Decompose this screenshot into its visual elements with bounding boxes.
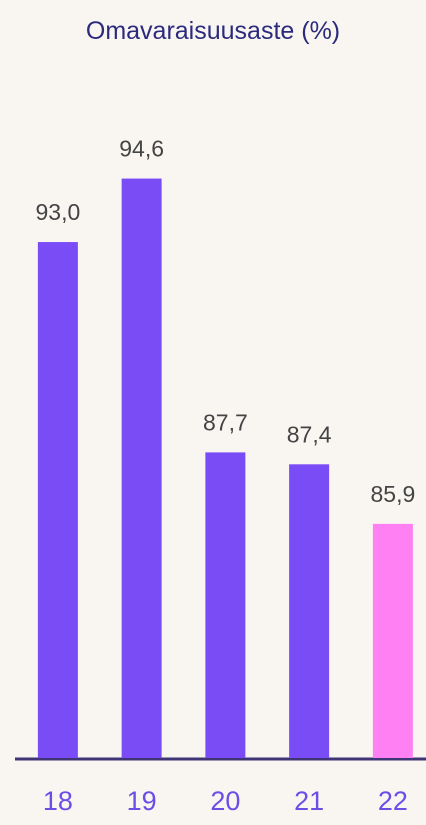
value-label: 85,9 xyxy=(370,481,415,507)
bar xyxy=(289,464,330,758)
x-tick-label: 18 xyxy=(43,786,73,816)
bar xyxy=(372,523,413,758)
value-label: 93,0 xyxy=(35,199,80,225)
x-tick-label: 22 xyxy=(378,786,408,816)
bar xyxy=(121,178,162,758)
x-tick-label: 21 xyxy=(294,786,324,816)
x-tick-label: 19 xyxy=(127,786,157,816)
bar xyxy=(37,242,78,758)
value-label: 87,4 xyxy=(287,421,332,447)
value-label: 87,7 xyxy=(203,409,248,435)
value-label: 94,6 xyxy=(119,136,164,162)
x-tick-label: 20 xyxy=(210,786,240,816)
chart-title: Omavaraisuusaste (%) xyxy=(85,17,341,45)
bar xyxy=(205,452,246,758)
